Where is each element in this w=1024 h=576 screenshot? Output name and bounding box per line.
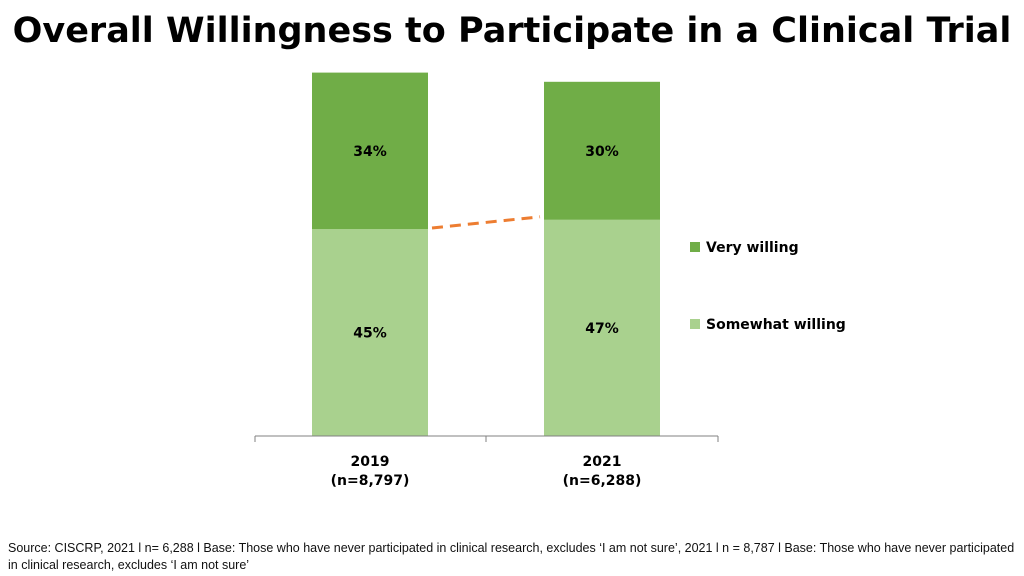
x-tick-label-year: 2021 bbox=[583, 454, 622, 470]
bar-segment bbox=[312, 229, 428, 436]
data-label: 45% bbox=[353, 326, 387, 342]
x-tick-label-year: 2019 bbox=[351, 454, 390, 470]
x-tick-label-n: (n=8,797) bbox=[331, 473, 410, 489]
source-note: Source: CISCRP, 2021 l n= 6,288 l Base: … bbox=[8, 541, 1015, 572]
legend: Very willing Somewhat willing bbox=[690, 240, 846, 333]
bars-layer bbox=[312, 72, 660, 436]
data-label: 47% bbox=[585, 321, 619, 337]
data-label: 30% bbox=[585, 144, 619, 160]
legend-label: Very willing bbox=[706, 240, 799, 256]
legend-label: Somewhat willing bbox=[706, 317, 846, 333]
x-axis-ticks bbox=[254, 436, 719, 442]
chart-title: Overall Willingness to Participate in a … bbox=[12, 11, 1012, 51]
labels-layer: 45% 34% 2019 (n=8,797) 47% 30% 2021 (n=6,288) bbox=[331, 144, 642, 489]
legend-swatch bbox=[690, 319, 700, 329]
data-label: 34% bbox=[353, 144, 387, 160]
bar-segment bbox=[312, 72, 428, 229]
legend-swatch bbox=[690, 242, 700, 252]
x-tick-label-n: (n=6,288) bbox=[563, 473, 642, 489]
trend-connector-line bbox=[431, 215, 541, 230]
bar-segment bbox=[544, 219, 660, 436]
bar-segment bbox=[544, 81, 660, 220]
